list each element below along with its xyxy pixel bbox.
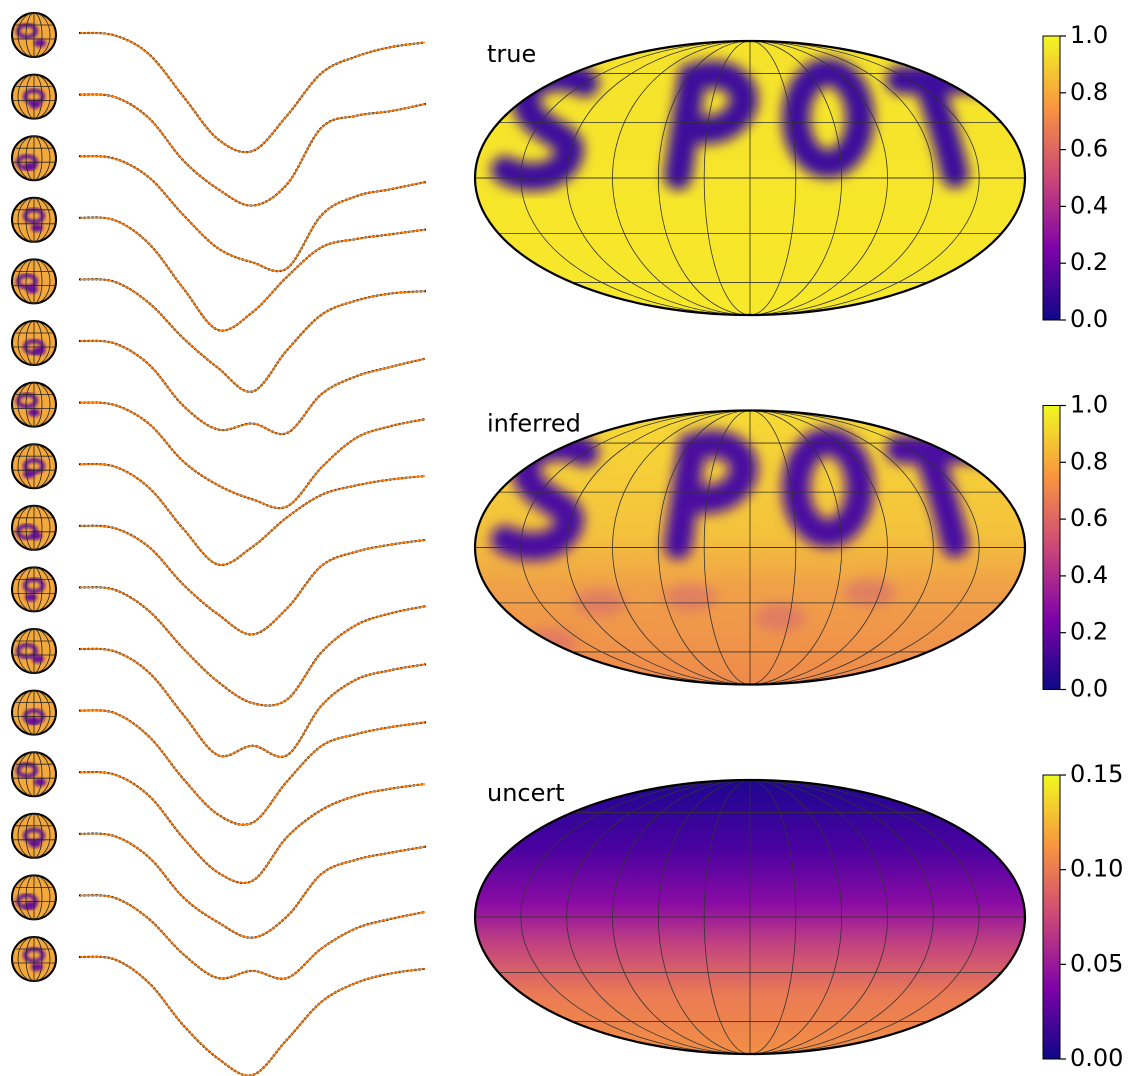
data-points [80, 156, 425, 271]
colorbar-tick-label: 0.0 [1070, 305, 1108, 333]
map-title: inferred [487, 410, 581, 438]
colorbar-tick-label: 0.00 [1070, 1044, 1123, 1072]
model-curve [80, 403, 425, 509]
globe-spot [33, 347, 45, 355]
colorbar [1043, 775, 1060, 1059]
colorbar-tick-label: 0.6 [1070, 504, 1108, 532]
data-points [80, 834, 425, 938]
colorbar [1043, 36, 1060, 320]
globe [12, 75, 56, 119]
colorbar-tick-label: 0.4 [1070, 191, 1108, 219]
colorbar-tick-label: 0.6 [1070, 135, 1108, 163]
globe-spot [26, 285, 38, 293]
globe [12, 691, 56, 735]
data-points [80, 403, 425, 509]
globe [12, 198, 56, 242]
globe-spot [30, 532, 42, 540]
globe [12, 444, 56, 488]
data-points [80, 341, 425, 434]
colorbar-tick-label: 0.2 [1070, 618, 1108, 646]
data-points [80, 957, 425, 1076]
map [475, 41, 1025, 315]
data-points [80, 772, 425, 883]
data-points [80, 710, 425, 824]
globe-spot [29, 101, 41, 109]
globe-spot [27, 717, 39, 725]
globe-spot [34, 39, 46, 47]
globe [12, 752, 56, 796]
colorbar-tick-label: 0.10 [1070, 855, 1123, 883]
globe [12, 937, 56, 981]
model-curve [80, 218, 425, 331]
colorbar-tick-label: 0.4 [1070, 561, 1108, 589]
colorbar-tick-label: 0.2 [1070, 248, 1108, 276]
globe-spot [34, 778, 46, 786]
colorbar [1043, 406, 1060, 690]
data-points [80, 464, 425, 565]
map-feature [844, 579, 896, 607]
globe [12, 875, 56, 919]
model-curve [80, 33, 425, 152]
map [475, 780, 1025, 1054]
globe-spot [29, 840, 41, 848]
data-points [80, 94, 425, 205]
model-curve [80, 156, 425, 271]
globe [12, 629, 56, 673]
map [475, 411, 1025, 685]
model-curve [80, 341, 425, 434]
model-curve [80, 772, 425, 883]
map-feature [664, 584, 716, 612]
model-curve [80, 957, 425, 1076]
colorbar-tick-label: 0.0 [1070, 675, 1108, 703]
model-curve [80, 587, 425, 705]
map-feature [754, 604, 806, 632]
colorbar-tick-label: 1.0 [1070, 21, 1108, 49]
globe [12, 506, 56, 550]
data-points [80, 218, 425, 331]
globe [12, 567, 56, 611]
globe [12, 383, 56, 427]
globe [12, 814, 56, 858]
model-curve [80, 279, 425, 392]
globe-spot [23, 470, 35, 478]
colorbar-tick-label: 0.8 [1070, 78, 1108, 106]
model-curve [80, 834, 425, 938]
colorbar-tick-label: 1.0 [1070, 391, 1108, 419]
colorbar-tick-label: 0.15 [1070, 760, 1123, 788]
data-points [80, 587, 425, 705]
map-title: uncert [487, 779, 565, 807]
globe [12, 13, 56, 57]
colorbar-tick-label: 0.8 [1070, 447, 1108, 475]
map-title: true [487, 40, 536, 68]
colorbar-tick-label: 0.05 [1070, 949, 1123, 977]
model-curve [80, 464, 425, 565]
model-curve [80, 710, 425, 824]
globe [12, 259, 56, 303]
figure: true 0.0 0.2 0.4 0.6 0.8 1.0 inferred 0.0 0.2 0.4 0… [0, 0, 1131, 1076]
globe [12, 321, 56, 365]
globe [12, 136, 56, 180]
model-curve [80, 94, 425, 205]
